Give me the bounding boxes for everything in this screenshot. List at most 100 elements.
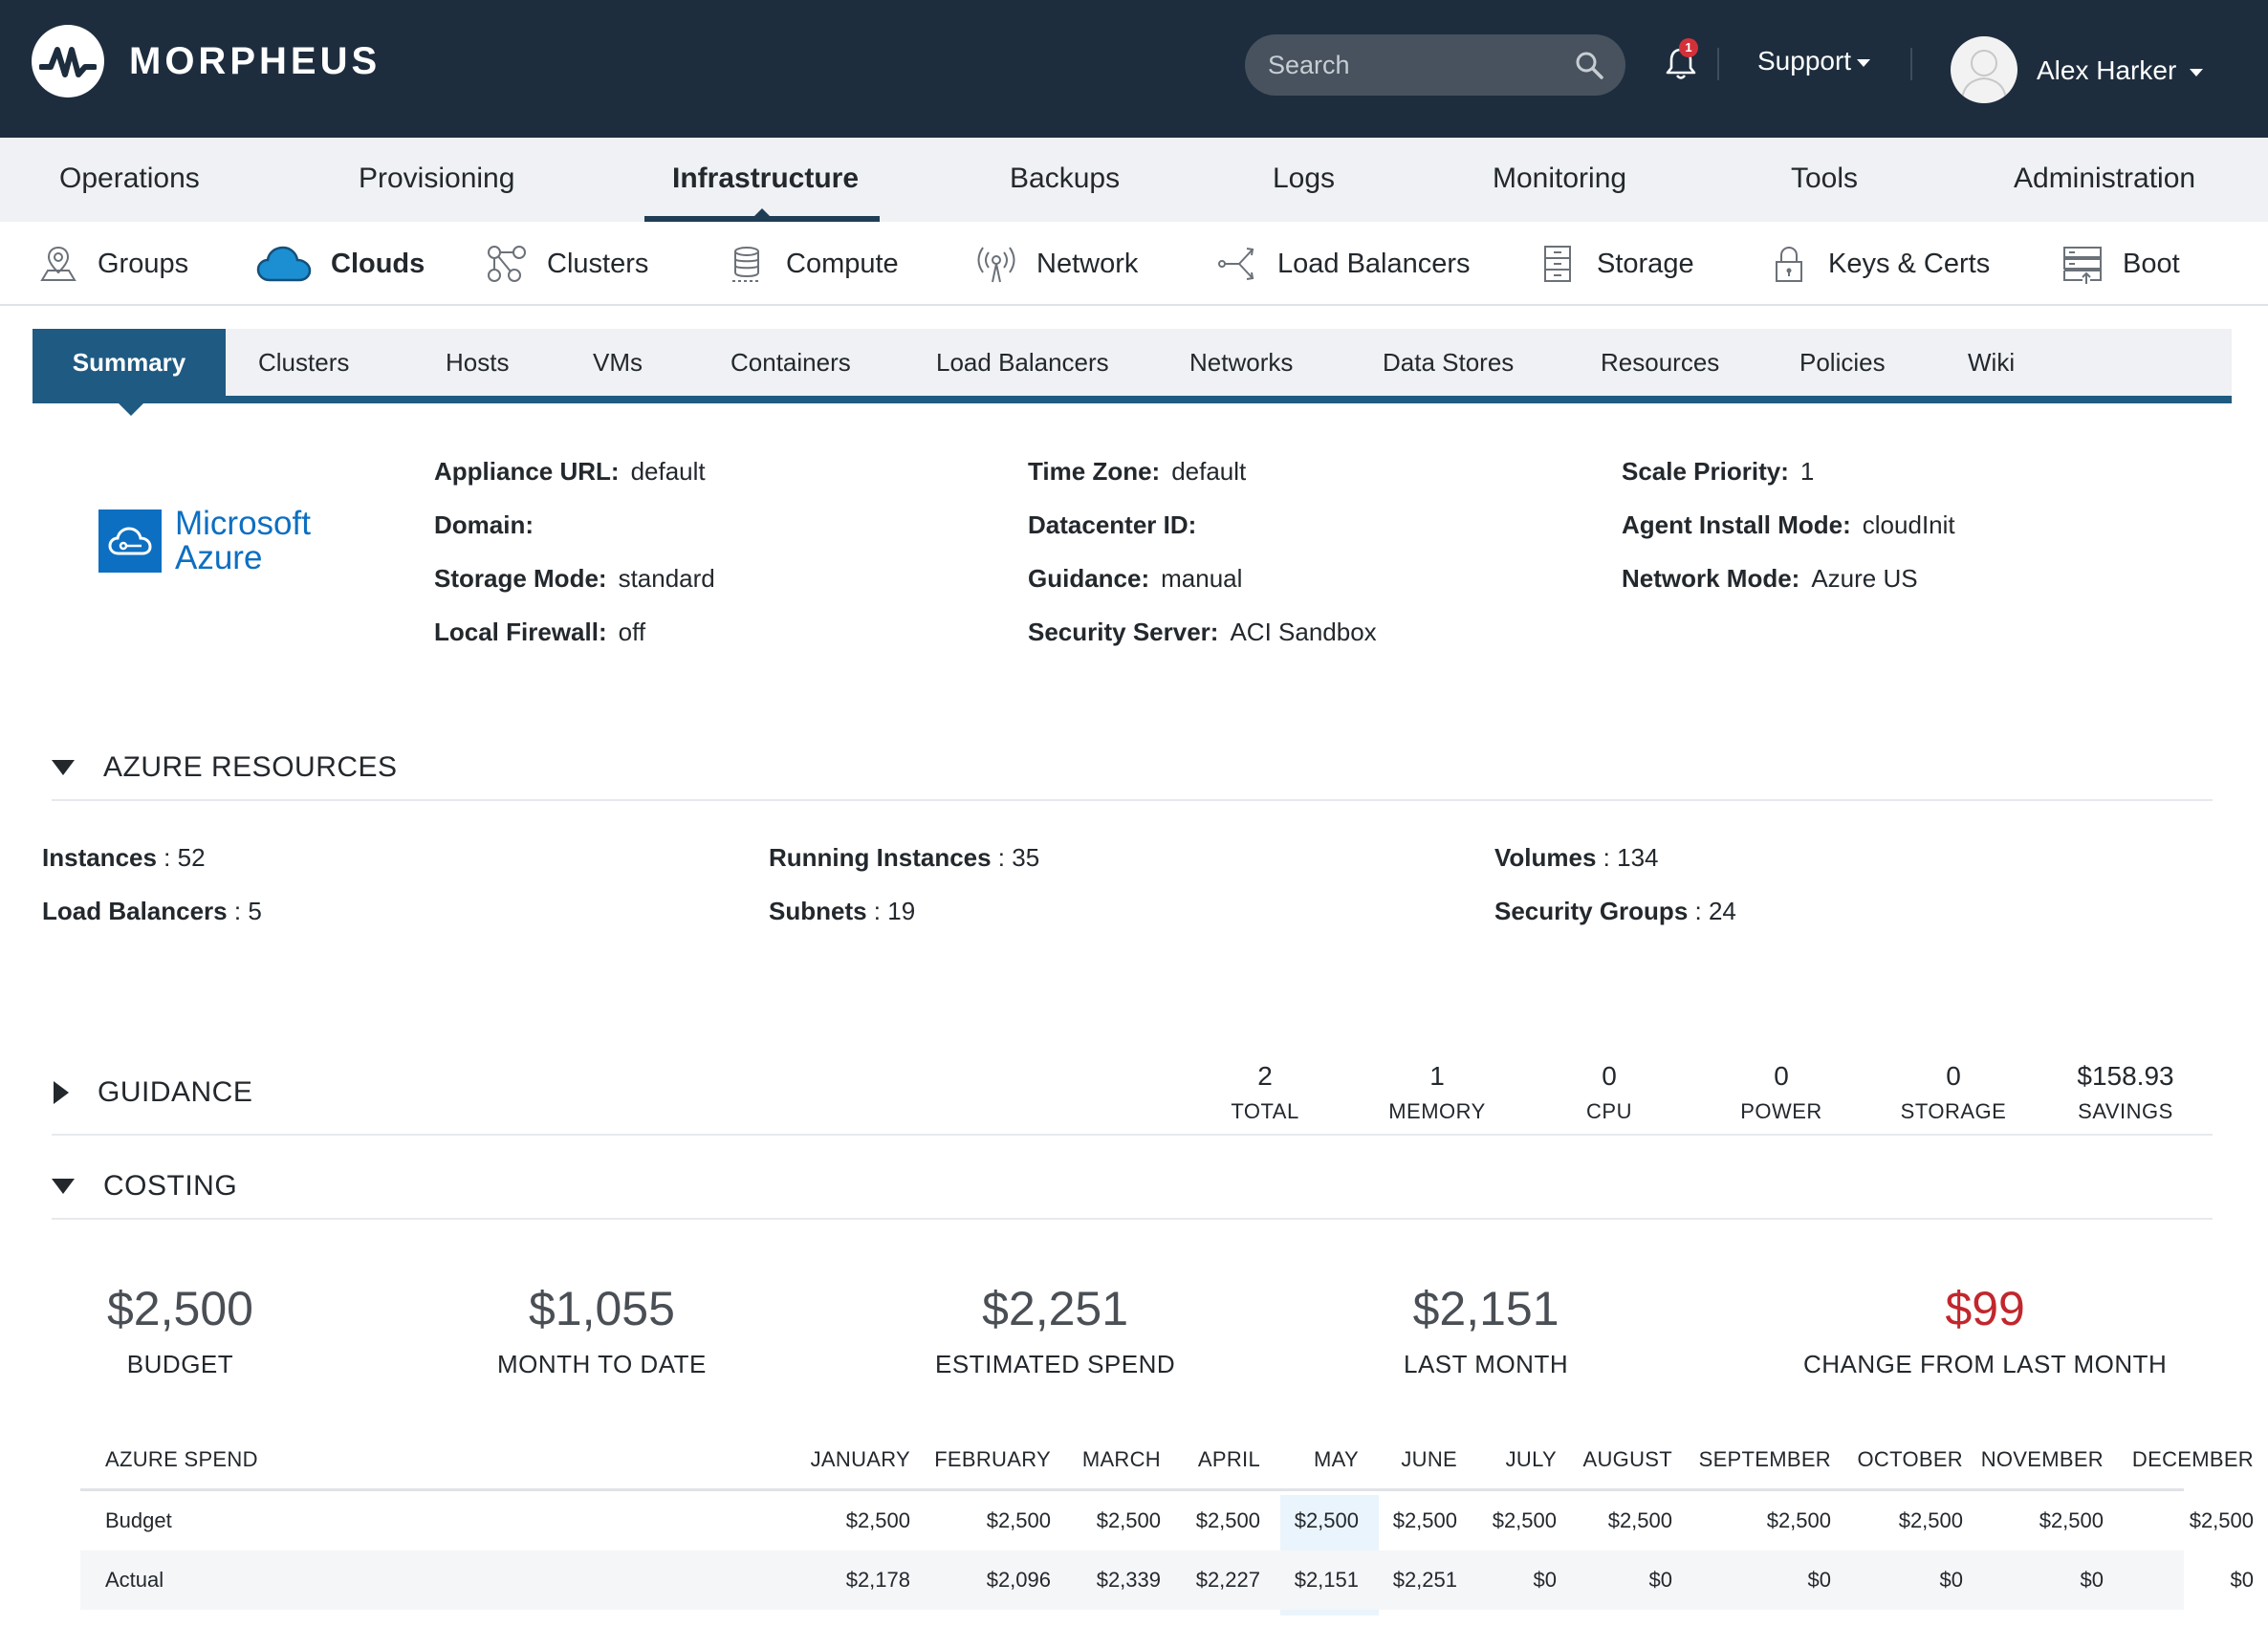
tab-networks[interactable]: Networks bbox=[1189, 348, 1294, 377]
table-row: Budget $2,500 $2,500 $2,500 $2,500 $2,50… bbox=[80, 1491, 2254, 1550]
resource-running-instances: Running Instances : 35 bbox=[769, 843, 1040, 872]
table-title: AZURE SPEND bbox=[105, 1446, 258, 1471]
table-cell: $2,500 bbox=[986, 1508, 1051, 1532]
user-menu[interactable]: Alex Harker bbox=[2037, 55, 2204, 86]
table-cell: $2,500 bbox=[1096, 1508, 1161, 1532]
notification-badge: 1 bbox=[1679, 38, 1698, 57]
table-cell: $2,500 bbox=[1195, 1508, 1260, 1532]
detail-time-zone: Time Zone: default bbox=[1028, 457, 1247, 486]
azure-cloud-icon bbox=[98, 510, 162, 573]
subnav-clouds[interactable]: Clouds bbox=[256, 243, 425, 285]
section-divider bbox=[52, 1134, 2213, 1136]
month-header: APRIL bbox=[1197, 1446, 1260, 1471]
search-box[interactable] bbox=[1245, 34, 1625, 96]
table-cell: $0 bbox=[1807, 1568, 1831, 1592]
user-avatar-icon bbox=[1961, 50, 2007, 100]
expand-arrow-icon bbox=[54, 1081, 69, 1104]
tab-load-balancers[interactable]: Load Balancers bbox=[936, 348, 1109, 377]
section-title: AZURE RESOURCES bbox=[103, 751, 398, 783]
subnav-load-balancers[interactable]: Load Balancers bbox=[1216, 243, 1471, 285]
tab-policies[interactable]: Policies bbox=[1799, 348, 1886, 377]
subnav-label: Keys & Certs bbox=[1828, 248, 1991, 279]
subnav-label: Storage bbox=[1597, 248, 1694, 279]
nav-operations[interactable]: Operations bbox=[59, 163, 200, 194]
table-cell: $2,500 bbox=[1392, 1508, 1457, 1532]
map-pin-icon bbox=[40, 246, 76, 281]
costing-header[interactable]: COSTING bbox=[52, 1170, 237, 1203]
table-cell: $2,500 bbox=[2039, 1508, 2104, 1532]
month-header: SEPTEMBER bbox=[1698, 1446, 1831, 1471]
nav-logs[interactable]: Logs bbox=[1273, 163, 1336, 194]
table-cell: $2,500 bbox=[845, 1508, 910, 1532]
table-header-row: AZURE SPEND JANUARY FEBRUARY MARCH APRIL… bbox=[80, 1430, 2254, 1491]
tab-containers[interactable]: Containers bbox=[731, 348, 851, 377]
subnav-clusters[interactable]: Clusters bbox=[486, 243, 648, 285]
nav-provisioning[interactable]: Provisioning bbox=[359, 163, 515, 194]
subnav-label: Load Balancers bbox=[1277, 248, 1471, 279]
sub-nav: Groups Clouds Clusters Compute bbox=[0, 222, 2268, 306]
brand-logo[interactable]: MORPHEUS bbox=[32, 25, 381, 98]
guidance-header[interactable]: GUIDANCE bbox=[50, 1076, 252, 1109]
month-header: AUGUST bbox=[1582, 1446, 1672, 1471]
tab-data-stores[interactable]: Data Stores bbox=[1383, 348, 1515, 377]
azure-logo-line1: Microsoft bbox=[175, 505, 311, 542]
storage-cabinet-icon bbox=[1544, 246, 1571, 282]
avatar[interactable] bbox=[1951, 36, 2017, 103]
antenna-icon bbox=[977, 247, 1015, 283]
subnav-storage[interactable]: Storage bbox=[1537, 243, 1694, 285]
resource-security-groups: Security Groups : 24 bbox=[1494, 897, 1736, 925]
cost-last-month: $2,151 LAST MONTH bbox=[1404, 1282, 1569, 1378]
resource-volumes: Volumes : 134 bbox=[1494, 843, 1659, 872]
nav-backups[interactable]: Backups bbox=[1010, 163, 1121, 194]
cloud-detail-tabs: Summary Clusters Hosts VMs Containers Lo… bbox=[33, 329, 2232, 403]
top-header: MORPHEUS 1 Support Alex Harker bbox=[0, 0, 2268, 138]
morpheus-logo-icon bbox=[32, 25, 104, 98]
month-header: JANUARY bbox=[810, 1446, 910, 1471]
nav-monitoring[interactable]: Monitoring bbox=[1493, 163, 1627, 194]
subnav-network[interactable]: Network bbox=[975, 243, 1138, 285]
azure-resources-header[interactable]: AZURE RESOURCES bbox=[52, 751, 398, 784]
header-divider bbox=[1910, 48, 1912, 80]
cost-change-from-last-month: $99 CHANGE FROM LAST MONTH bbox=[1803, 1282, 2168, 1378]
subnav-boot[interactable]: Boot bbox=[2061, 243, 2180, 285]
azure-spend-table: AZURE SPEND JANUARY FEBRUARY MARCH APRIL… bbox=[80, 1430, 2254, 1610]
nav-tools[interactable]: Tools bbox=[1791, 163, 1859, 194]
detail-guidance: Guidance: manual bbox=[1028, 564, 1243, 593]
table-cell: $2,500 bbox=[2189, 1508, 2254, 1532]
section-divider bbox=[52, 1218, 2213, 1220]
nav-administration[interactable]: Administration bbox=[2014, 163, 2196, 194]
tab-wiki[interactable]: Wiki bbox=[1968, 348, 2016, 377]
subnav-keys-certs[interactable]: Keys & Certs bbox=[1769, 243, 1990, 285]
search-input[interactable] bbox=[1268, 34, 1555, 96]
active-nav-indicator bbox=[644, 216, 880, 222]
tab-vms[interactable]: VMs bbox=[593, 348, 643, 377]
subnav-compute[interactable]: Compute bbox=[727, 243, 899, 285]
table-cell: $2,500 bbox=[1898, 1508, 1963, 1532]
detail-appliance-url: Appliance URL: default bbox=[434, 457, 706, 486]
load-balancer-icon bbox=[1218, 248, 1254, 280]
tab-resources[interactable]: Resources bbox=[1601, 348, 1720, 377]
collapse-arrow-icon bbox=[52, 1179, 75, 1194]
detail-domain: Domain: bbox=[434, 510, 534, 539]
month-header: FEBRUARY bbox=[934, 1446, 1051, 1471]
search-icon[interactable] bbox=[1574, 50, 1604, 80]
resource-load-balancers: Load Balancers : 5 bbox=[42, 897, 262, 925]
server-boot-icon bbox=[2063, 247, 2102, 284]
brand-name: MORPHEUS bbox=[129, 39, 382, 82]
nav-infrastructure[interactable]: Infrastructure bbox=[672, 163, 860, 194]
month-header: MAY bbox=[1314, 1446, 1359, 1471]
subnav-label: Groups bbox=[98, 248, 189, 279]
subnav-label: Compute bbox=[786, 248, 899, 279]
table-cell: $0 bbox=[1648, 1568, 1672, 1592]
tab-hosts[interactable]: Hosts bbox=[446, 348, 510, 377]
database-icon bbox=[732, 247, 761, 282]
table-cell: $0 bbox=[2230, 1568, 2254, 1592]
tab-clusters[interactable]: Clusters bbox=[258, 348, 350, 377]
tab-summary[interactable]: Summary bbox=[33, 329, 226, 396]
support-menu[interactable]: Support bbox=[1757, 46, 1871, 76]
subnav-groups[interactable]: Groups bbox=[38, 243, 188, 285]
table-cell: $2,500 bbox=[1492, 1508, 1557, 1532]
table-cell: $2,096 bbox=[986, 1568, 1051, 1592]
collapse-arrow-icon bbox=[52, 760, 75, 775]
month-header: JUNE bbox=[1401, 1446, 1457, 1471]
